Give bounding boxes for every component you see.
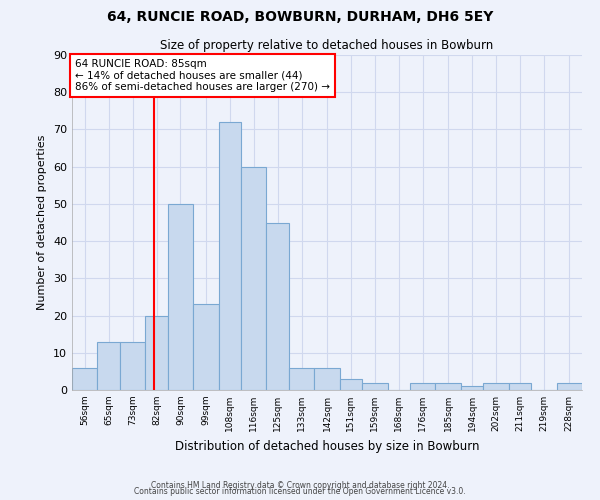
Title: Size of property relative to detached houses in Bowburn: Size of property relative to detached ho… [160, 40, 494, 52]
Bar [289, 368, 314, 390]
Bar [168, 204, 193, 390]
Bar [314, 368, 340, 390]
Bar [241, 166, 266, 390]
Bar [509, 382, 531, 390]
X-axis label: Distribution of detached houses by size in Bowburn: Distribution of detached houses by size … [175, 440, 479, 452]
Y-axis label: Number of detached properties: Number of detached properties [37, 135, 47, 310]
Bar [193, 304, 218, 390]
Bar [557, 382, 582, 390]
Bar [410, 382, 436, 390]
Bar [72, 368, 97, 390]
Bar [266, 222, 289, 390]
Bar [120, 342, 145, 390]
Bar [362, 382, 388, 390]
Text: 64, RUNCIE ROAD, BOWBURN, DURHAM, DH6 5EY: 64, RUNCIE ROAD, BOWBURN, DURHAM, DH6 5E… [107, 10, 493, 24]
Bar [218, 122, 241, 390]
Text: 64 RUNCIE ROAD: 85sqm
← 14% of detached houses are smaller (44)
86% of semi-deta: 64 RUNCIE ROAD: 85sqm ← 14% of detached … [75, 58, 330, 92]
Text: Contains HM Land Registry data © Crown copyright and database right 2024.: Contains HM Land Registry data © Crown c… [151, 481, 449, 490]
Bar [340, 379, 362, 390]
Bar [461, 386, 484, 390]
Bar [97, 342, 120, 390]
Bar [145, 316, 168, 390]
Bar [436, 382, 461, 390]
Text: Contains public sector information licensed under the Open Government Licence v3: Contains public sector information licen… [134, 488, 466, 496]
Bar [484, 382, 509, 390]
